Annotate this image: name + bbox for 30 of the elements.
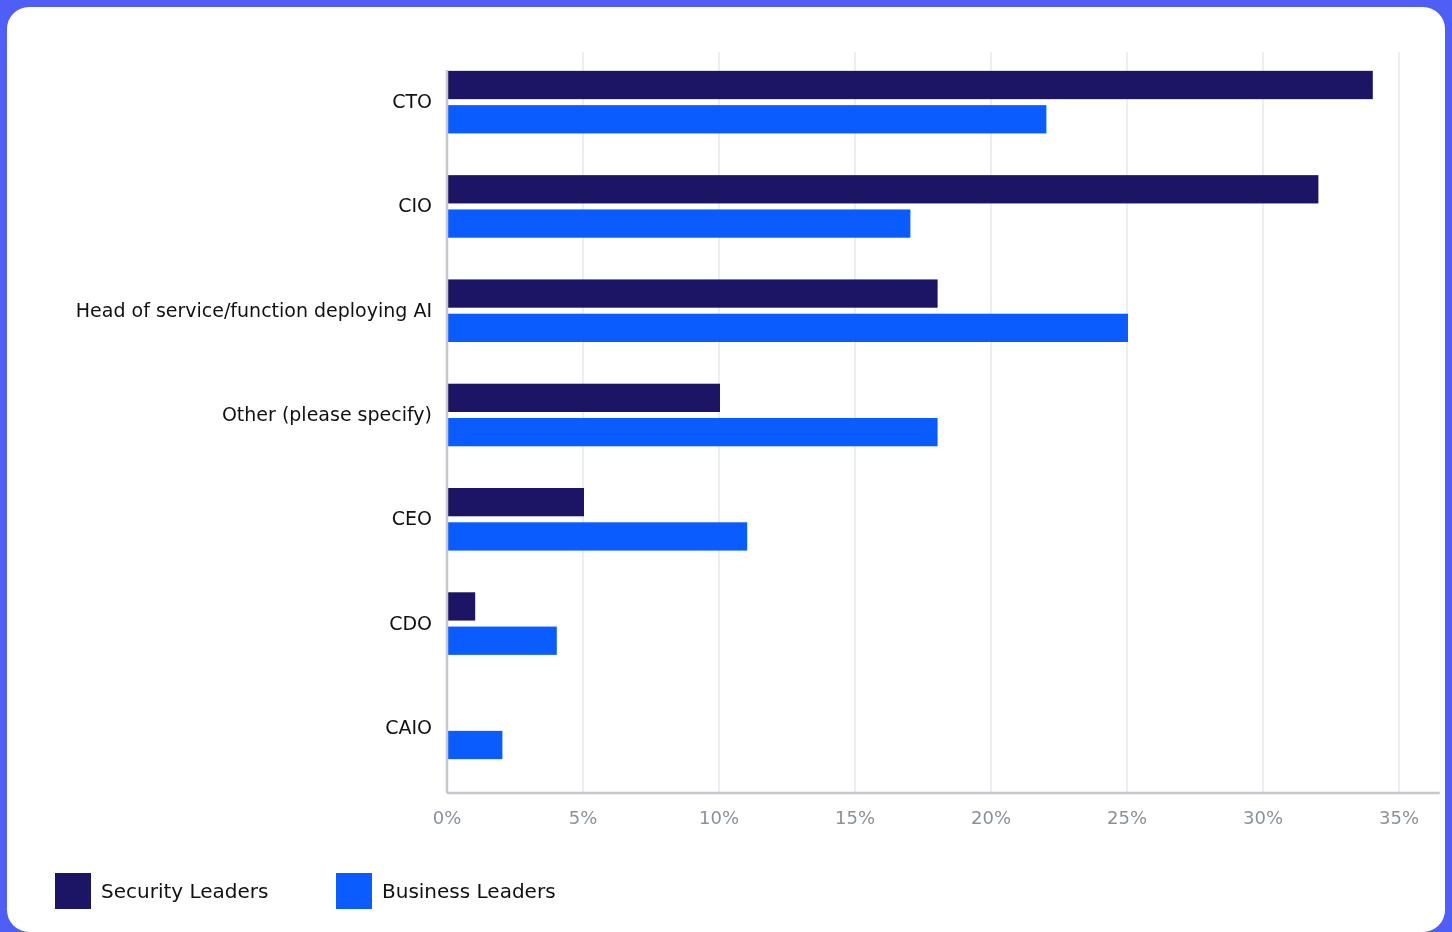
bar [448, 626, 557, 655]
bar [448, 730, 503, 760]
y-tick-label: Other (please specify) [221, 403, 432, 425]
legend-label: Security Leaders [101, 879, 269, 903]
y-tick-label: CEO [391, 507, 432, 530]
y-tick-label: Head of service/function deploying AI [75, 298, 432, 321]
bar [448, 488, 584, 517]
x-tick-label: 20% [970, 807, 1012, 828]
bar [448, 70, 1373, 100]
bar [448, 383, 720, 412]
y-tick-label: CIO [398, 194, 432, 217]
x-tick-label: 35% [1378, 807, 1420, 828]
y-tick-label: CAIO [385, 715, 432, 738]
x-tick-label: 25% [1106, 807, 1148, 828]
bar [448, 175, 1319, 204]
bar [448, 279, 938, 308]
bar [448, 418, 938, 447]
x-tick-label: 0% [432, 807, 462, 828]
bar [448, 592, 476, 621]
bar [448, 209, 911, 238]
x-tick-label: 15% [834, 807, 876, 828]
y-tick-label: CDO [389, 611, 432, 634]
x-tick-label: 10% [698, 807, 740, 828]
x-tick-label: 30% [1242, 807, 1284, 828]
legend-label: Business Leaders [382, 879, 556, 903]
x-tick-label: 5% [568, 807, 598, 828]
y-tick-label: CTO [392, 90, 432, 113]
bar [448, 313, 1128, 342]
bar [448, 105, 1047, 134]
bar [448, 522, 748, 551]
